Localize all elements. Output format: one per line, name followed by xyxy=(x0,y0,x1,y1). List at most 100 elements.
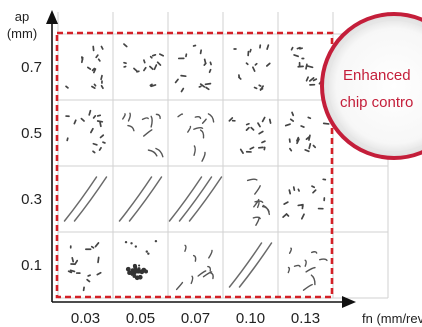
chip-cell xyxy=(65,109,106,154)
y-tick-labels: 0.7 0.5 0.3 0.1 xyxy=(21,59,42,274)
chip-fragment xyxy=(151,53,157,57)
chip-streak xyxy=(178,176,213,222)
chip-fragment xyxy=(92,142,98,146)
chip-particle xyxy=(130,242,133,245)
chip-fragment xyxy=(312,144,317,149)
chip-fragment xyxy=(153,64,158,71)
chip-fragment xyxy=(149,83,153,87)
chip-fragment xyxy=(69,269,76,273)
chip-cell xyxy=(233,44,271,91)
chip-fragment xyxy=(252,66,256,72)
chip-curl xyxy=(207,265,212,272)
chip-fragment xyxy=(253,86,258,90)
chip-curl xyxy=(127,124,135,132)
chip-fragment xyxy=(306,65,314,69)
chip-particle xyxy=(138,264,141,267)
chip-curl xyxy=(262,204,271,216)
chip-curl xyxy=(304,259,307,267)
chip-curl xyxy=(202,271,213,278)
chip-cell xyxy=(123,43,165,88)
chip-particle xyxy=(125,266,131,272)
chip-fragment xyxy=(203,58,207,65)
chip-fragment xyxy=(80,56,84,61)
chip-fragment xyxy=(205,86,210,91)
chip-fragment xyxy=(258,84,262,87)
chip-cell xyxy=(65,45,104,90)
chip-curl xyxy=(143,129,153,137)
chip-curl xyxy=(246,178,258,182)
chip-fragment xyxy=(90,127,94,134)
chip-cell xyxy=(63,176,108,222)
chip-particle xyxy=(147,252,150,255)
chip-curl xyxy=(187,125,192,133)
chip-cell xyxy=(287,247,328,291)
chip-fragment xyxy=(290,46,294,51)
chip-particle xyxy=(144,269,149,274)
chip-fragment xyxy=(311,185,316,189)
chip-curl xyxy=(319,258,328,262)
chip-cell xyxy=(228,242,273,288)
chip-particle xyxy=(145,250,148,253)
chip-particle xyxy=(129,270,134,275)
chip-fragment xyxy=(96,120,104,123)
chip-fragment xyxy=(257,122,261,128)
chip-fragment xyxy=(93,83,97,87)
chip-particle xyxy=(133,265,136,269)
chip-fragment xyxy=(312,78,318,82)
chip-cell xyxy=(124,239,158,281)
chip-cell xyxy=(175,244,214,291)
chip-fragment xyxy=(100,45,104,50)
chip-fragment xyxy=(180,74,187,78)
chip-fragment xyxy=(90,245,95,249)
chip-particle xyxy=(133,268,139,274)
chip-curl xyxy=(305,266,316,273)
chip-fragment xyxy=(143,66,147,72)
chip-fragment xyxy=(282,213,288,218)
chip-fragment xyxy=(73,119,77,125)
x-tick-label: 0.13 xyxy=(291,310,320,327)
chip-fragment xyxy=(123,43,128,48)
chip-fragment xyxy=(97,256,100,264)
chip-fragment xyxy=(297,188,300,192)
chip-fragment xyxy=(266,44,270,50)
chip-particle xyxy=(137,274,143,280)
chip-fragment xyxy=(96,114,102,117)
chip-cell xyxy=(174,44,212,93)
chip-fragment xyxy=(245,126,250,131)
chip-fragment xyxy=(308,77,315,82)
chip-fragment xyxy=(87,274,91,277)
chip-curl xyxy=(184,244,187,252)
y-tick-label: 0.1 xyxy=(21,257,42,274)
chip-fragment xyxy=(228,117,234,122)
chip-fragment xyxy=(149,65,154,71)
x-tick-label: 0.07 xyxy=(181,310,210,327)
chip-curl xyxy=(254,185,261,195)
chip-fragment xyxy=(71,256,75,263)
chip-curl xyxy=(254,200,264,204)
chip-fragment xyxy=(96,271,102,276)
chip-fragment xyxy=(300,213,305,220)
chip-streak xyxy=(188,176,223,222)
chip-fragment xyxy=(99,121,102,128)
chip-fragment xyxy=(199,49,203,55)
chip-fragment xyxy=(300,204,304,208)
chip-streak xyxy=(73,176,108,222)
chip-curl xyxy=(293,264,301,268)
chip-fragment xyxy=(284,123,291,127)
chip-fragment xyxy=(95,54,99,59)
chip-curl xyxy=(201,118,207,124)
chip-fragment xyxy=(265,62,271,67)
x-tick-label: 0.05 xyxy=(126,310,155,327)
chip-curl xyxy=(201,151,206,162)
chip-curl xyxy=(175,281,184,291)
chip-curl xyxy=(255,216,260,226)
chip-fragment xyxy=(254,62,258,66)
chip-fragment xyxy=(304,149,310,153)
chip-cell xyxy=(177,113,215,162)
chip-curl xyxy=(197,270,207,277)
chip-fragment xyxy=(87,66,92,70)
chip-fragment xyxy=(307,116,312,120)
chip-curl xyxy=(155,147,164,158)
chip-fragment xyxy=(174,78,179,84)
chip-fragment xyxy=(92,68,97,74)
